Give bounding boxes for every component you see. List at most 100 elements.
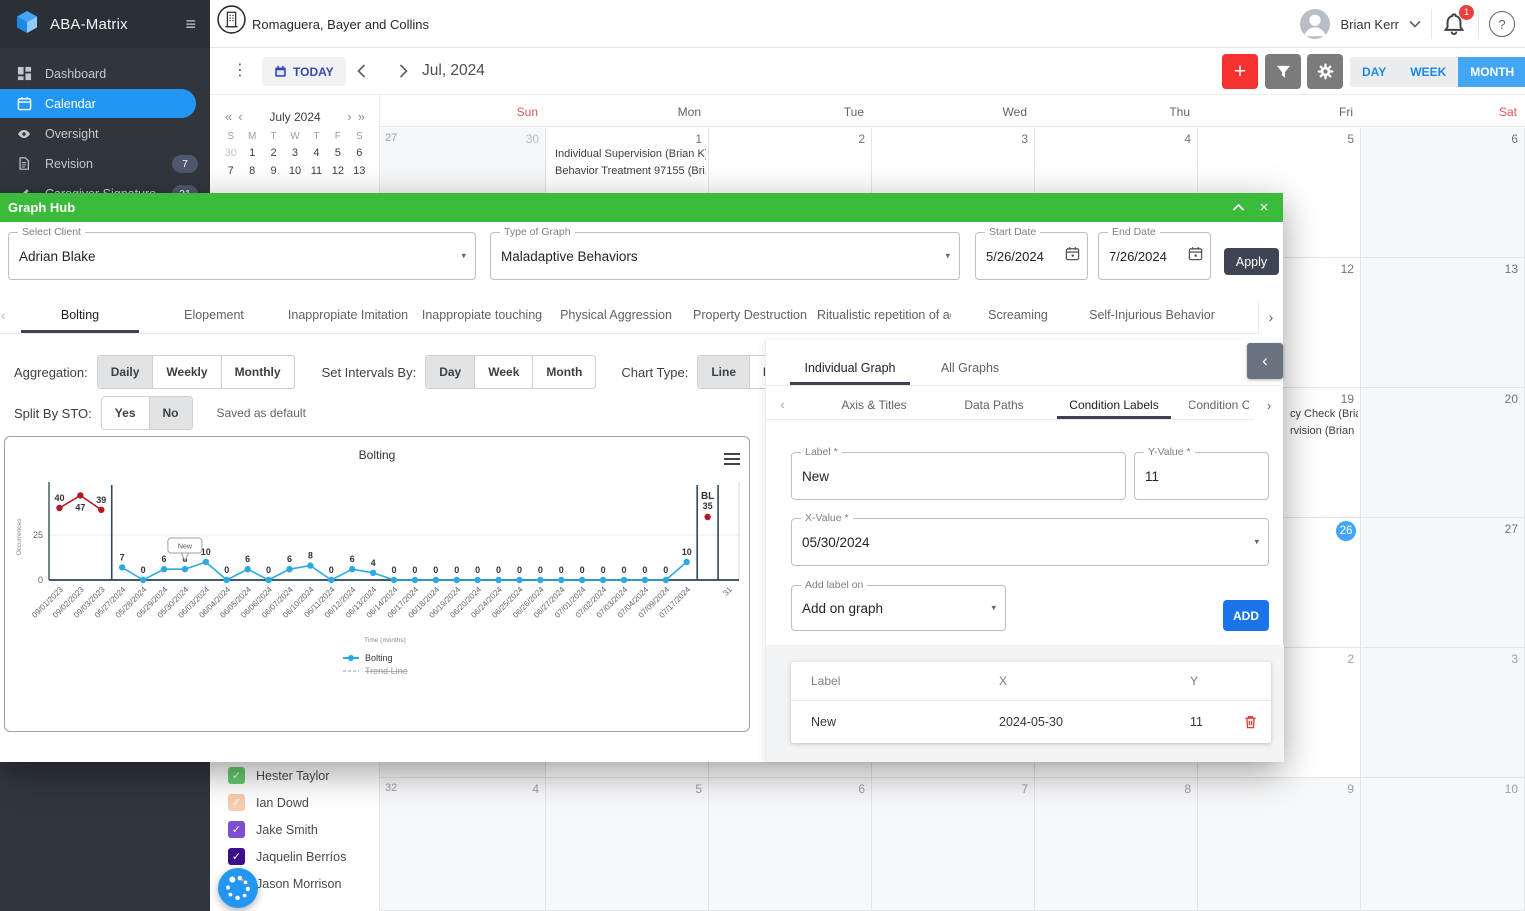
- data-point[interactable]: [265, 576, 272, 584]
- user-name[interactable]: Brian Kerr: [1340, 16, 1399, 32]
- subtabs-scroll-right-icon[interactable]: ›: [1266, 397, 1272, 413]
- calendar-cell[interactable]: 8: [1035, 778, 1198, 911]
- calendar-cell[interactable]: 27: [1361, 518, 1525, 648]
- panel-subtab-axis-titles[interactable]: Axis & Titles: [841, 397, 907, 412]
- close-modal-icon[interactable]: ×: [1259, 199, 1269, 216]
- view-button-week[interactable]: WEEK: [1410, 65, 1447, 79]
- start-date-field[interactable]: Start Date 5/26/2024: [975, 226, 1088, 280]
- mini-calendar-date[interactable]: 11: [310, 165, 323, 177]
- calendar-cell[interactable]: 32 4: [380, 778, 546, 911]
- checkbox-icon[interactable]: ✓: [228, 848, 245, 865]
- settings-button[interactable]: [1307, 54, 1343, 89]
- interval-option-month[interactable]: Month: [532, 356, 596, 388]
- data-point[interactable]: [160, 566, 168, 573]
- calendar-event[interactable]: Behavior Treatment 97155 (Bri...: [550, 162, 706, 179]
- data-point[interactable]: [98, 506, 105, 513]
- sidebar-item-calendar[interactable]: Calendar: [0, 89, 196, 118]
- calendar-icon[interactable]: [1188, 246, 1203, 266]
- calendar-cell[interactable]: 9: [1198, 778, 1361, 911]
- kebab-menu-icon[interactable]: ⋮: [232, 62, 248, 79]
- data-point[interactable]: [223, 576, 230, 584]
- data-point[interactable]: [704, 513, 711, 521]
- menu-icon[interactable]: ≡: [185, 14, 196, 34]
- panel-subtab-condition-labels[interactable]: Condition Labels: [1039, 390, 1189, 419]
- calendar-cell[interactable]: 10: [1361, 778, 1525, 911]
- data-point[interactable]: [348, 566, 356, 573]
- data-point[interactable]: [662, 576, 670, 584]
- data-point[interactable]: [599, 576, 607, 584]
- data-point[interactable]: [683, 558, 690, 566]
- notifications-button[interactable]: 1: [1442, 5, 1474, 37]
- calendar-cell[interactable]: 6: [709, 778, 872, 911]
- calendar-event[interactable]: rvision (Brian K): [1202, 422, 1358, 439]
- data-point[interactable]: [495, 576, 502, 584]
- interval-option-week[interactable]: Week: [474, 356, 533, 388]
- tabs-scroll-left-icon[interactable]: ‹: [1, 308, 6, 323]
- today-button[interactable]: TODAY: [262, 57, 346, 86]
- mini-calendar-date[interactable]: 12: [331, 165, 344, 177]
- behavior-tab-elopement[interactable]: Elopement: [184, 308, 244, 322]
- tabs-scroll-right-icon[interactable]: ›: [1258, 300, 1283, 334]
- staff-filter-hester-taylor[interactable]: ✓ Hester Taylor: [210, 762, 380, 789]
- panel-tab-all-graphs[interactable]: All Graphs: [940, 361, 1000, 375]
- next-month-button[interactable]: [390, 58, 416, 84]
- chevron-down-icon[interactable]: [1409, 15, 1421, 33]
- data-point[interactable]: [516, 576, 523, 584]
- data-point[interactable]: [202, 558, 210, 566]
- mini-calendar-date[interactable]: 7: [227, 165, 234, 177]
- checkbox-icon[interactable]: ✓: [228, 767, 245, 784]
- data-point[interactable]: [369, 569, 377, 576]
- calendar-cell[interactable]: 3: [1361, 648, 1525, 778]
- data-point[interactable]: [432, 576, 440, 584]
- data-point[interactable]: [328, 576, 335, 584]
- data-point[interactable]: [411, 576, 419, 584]
- data-point[interactable]: [56, 504, 63, 512]
- sidebar-item-dashboard[interactable]: Dashboard: [0, 59, 210, 88]
- checkbox-icon[interactable]: ✓: [228, 821, 245, 838]
- data-point[interactable]: [77, 492, 84, 499]
- data-point[interactable]: [139, 576, 147, 584]
- mini-calendar-date[interactable]: 4: [313, 147, 320, 159]
- x-value-field[interactable]: X-Value * 05/30/2024 ▾: [791, 512, 1269, 566]
- prev-year-icon[interactable]: «: [225, 109, 233, 124]
- filter-button[interactable]: [1265, 54, 1301, 89]
- data-point[interactable]: [244, 566, 251, 573]
- chart-type-option-line[interactable]: Line: [698, 356, 749, 388]
- staff-filter-ian-dowd[interactable]: ✓ Ian Dowd: [210, 789, 380, 816]
- aggregation-option-daily[interactable]: Daily: [97, 356, 153, 388]
- y-value-field[interactable]: Y-Value * 11: [1134, 446, 1269, 500]
- aggregation-option-monthly[interactable]: Monthly: [220, 356, 294, 388]
- panel-subtab-data-paths[interactable]: Data Paths: [964, 397, 1024, 412]
- mini-calendar-date[interactable]: 10: [288, 165, 302, 177]
- data-point[interactable]: [307, 562, 314, 569]
- behavior-tab-bolting[interactable]: Bolting: [13, 300, 147, 333]
- behavior-tab-ritualistic-repetition-of-ac[interactable]: Ritualistic repetition of ac...: [817, 308, 951, 322]
- panel-tab-individual-graph[interactable]: Individual Graph: [790, 355, 910, 385]
- data-point[interactable]: [474, 576, 481, 584]
- mini-calendar-date[interactable]: 9: [270, 165, 277, 177]
- calendar-cell[interactable]: 20: [1361, 388, 1525, 518]
- type-of-graph-field[interactable]: Type of Graph Maladaptive Behaviors ▾: [490, 226, 960, 280]
- sidebar-item-revision[interactable]: Revision 7: [0, 149, 210, 178]
- behavior-tab-inappropiate-imitation[interactable]: Inappropiate Imitation: [287, 308, 409, 322]
- view-button-month[interactable]: MONTH: [1458, 57, 1525, 87]
- chart-menu-icon[interactable]: [724, 453, 740, 465]
- add-label-on-field[interactable]: Add label on Add on graph ▾: [791, 579, 1006, 631]
- condition-label-callout[interactable]: New: [167, 537, 203, 563]
- prev-month-icon[interactable]: ‹: [238, 109, 243, 124]
- data-point[interactable]: [578, 576, 586, 584]
- calendar-icon[interactable]: [1065, 246, 1080, 266]
- add-event-button[interactable]: +: [1222, 54, 1258, 89]
- split-option-no[interactable]: No: [148, 397, 192, 429]
- calendar-cell[interactable]: 7: [872, 778, 1035, 911]
- behavior-tab-physical-aggression[interactable]: Physical Aggression: [560, 308, 672, 322]
- mini-calendar-date[interactable]: 3: [291, 147, 299, 159]
- calendar-cell[interactable]: 13: [1361, 258, 1525, 388]
- behavior-tab-inappropiate-touching[interactable]: Inappropiate touching: [421, 308, 543, 322]
- calendar-cell[interactable]: 5: [546, 778, 709, 911]
- condition-label-field[interactable]: Label * New: [791, 446, 1126, 500]
- prev-month-button[interactable]: [348, 58, 374, 84]
- staff-filter-jake-smith[interactable]: ✓ Jake Smith: [210, 816, 380, 843]
- aggregation-option-weekly[interactable]: Weekly: [152, 356, 221, 388]
- floating-action-button[interactable]: [218, 868, 258, 908]
